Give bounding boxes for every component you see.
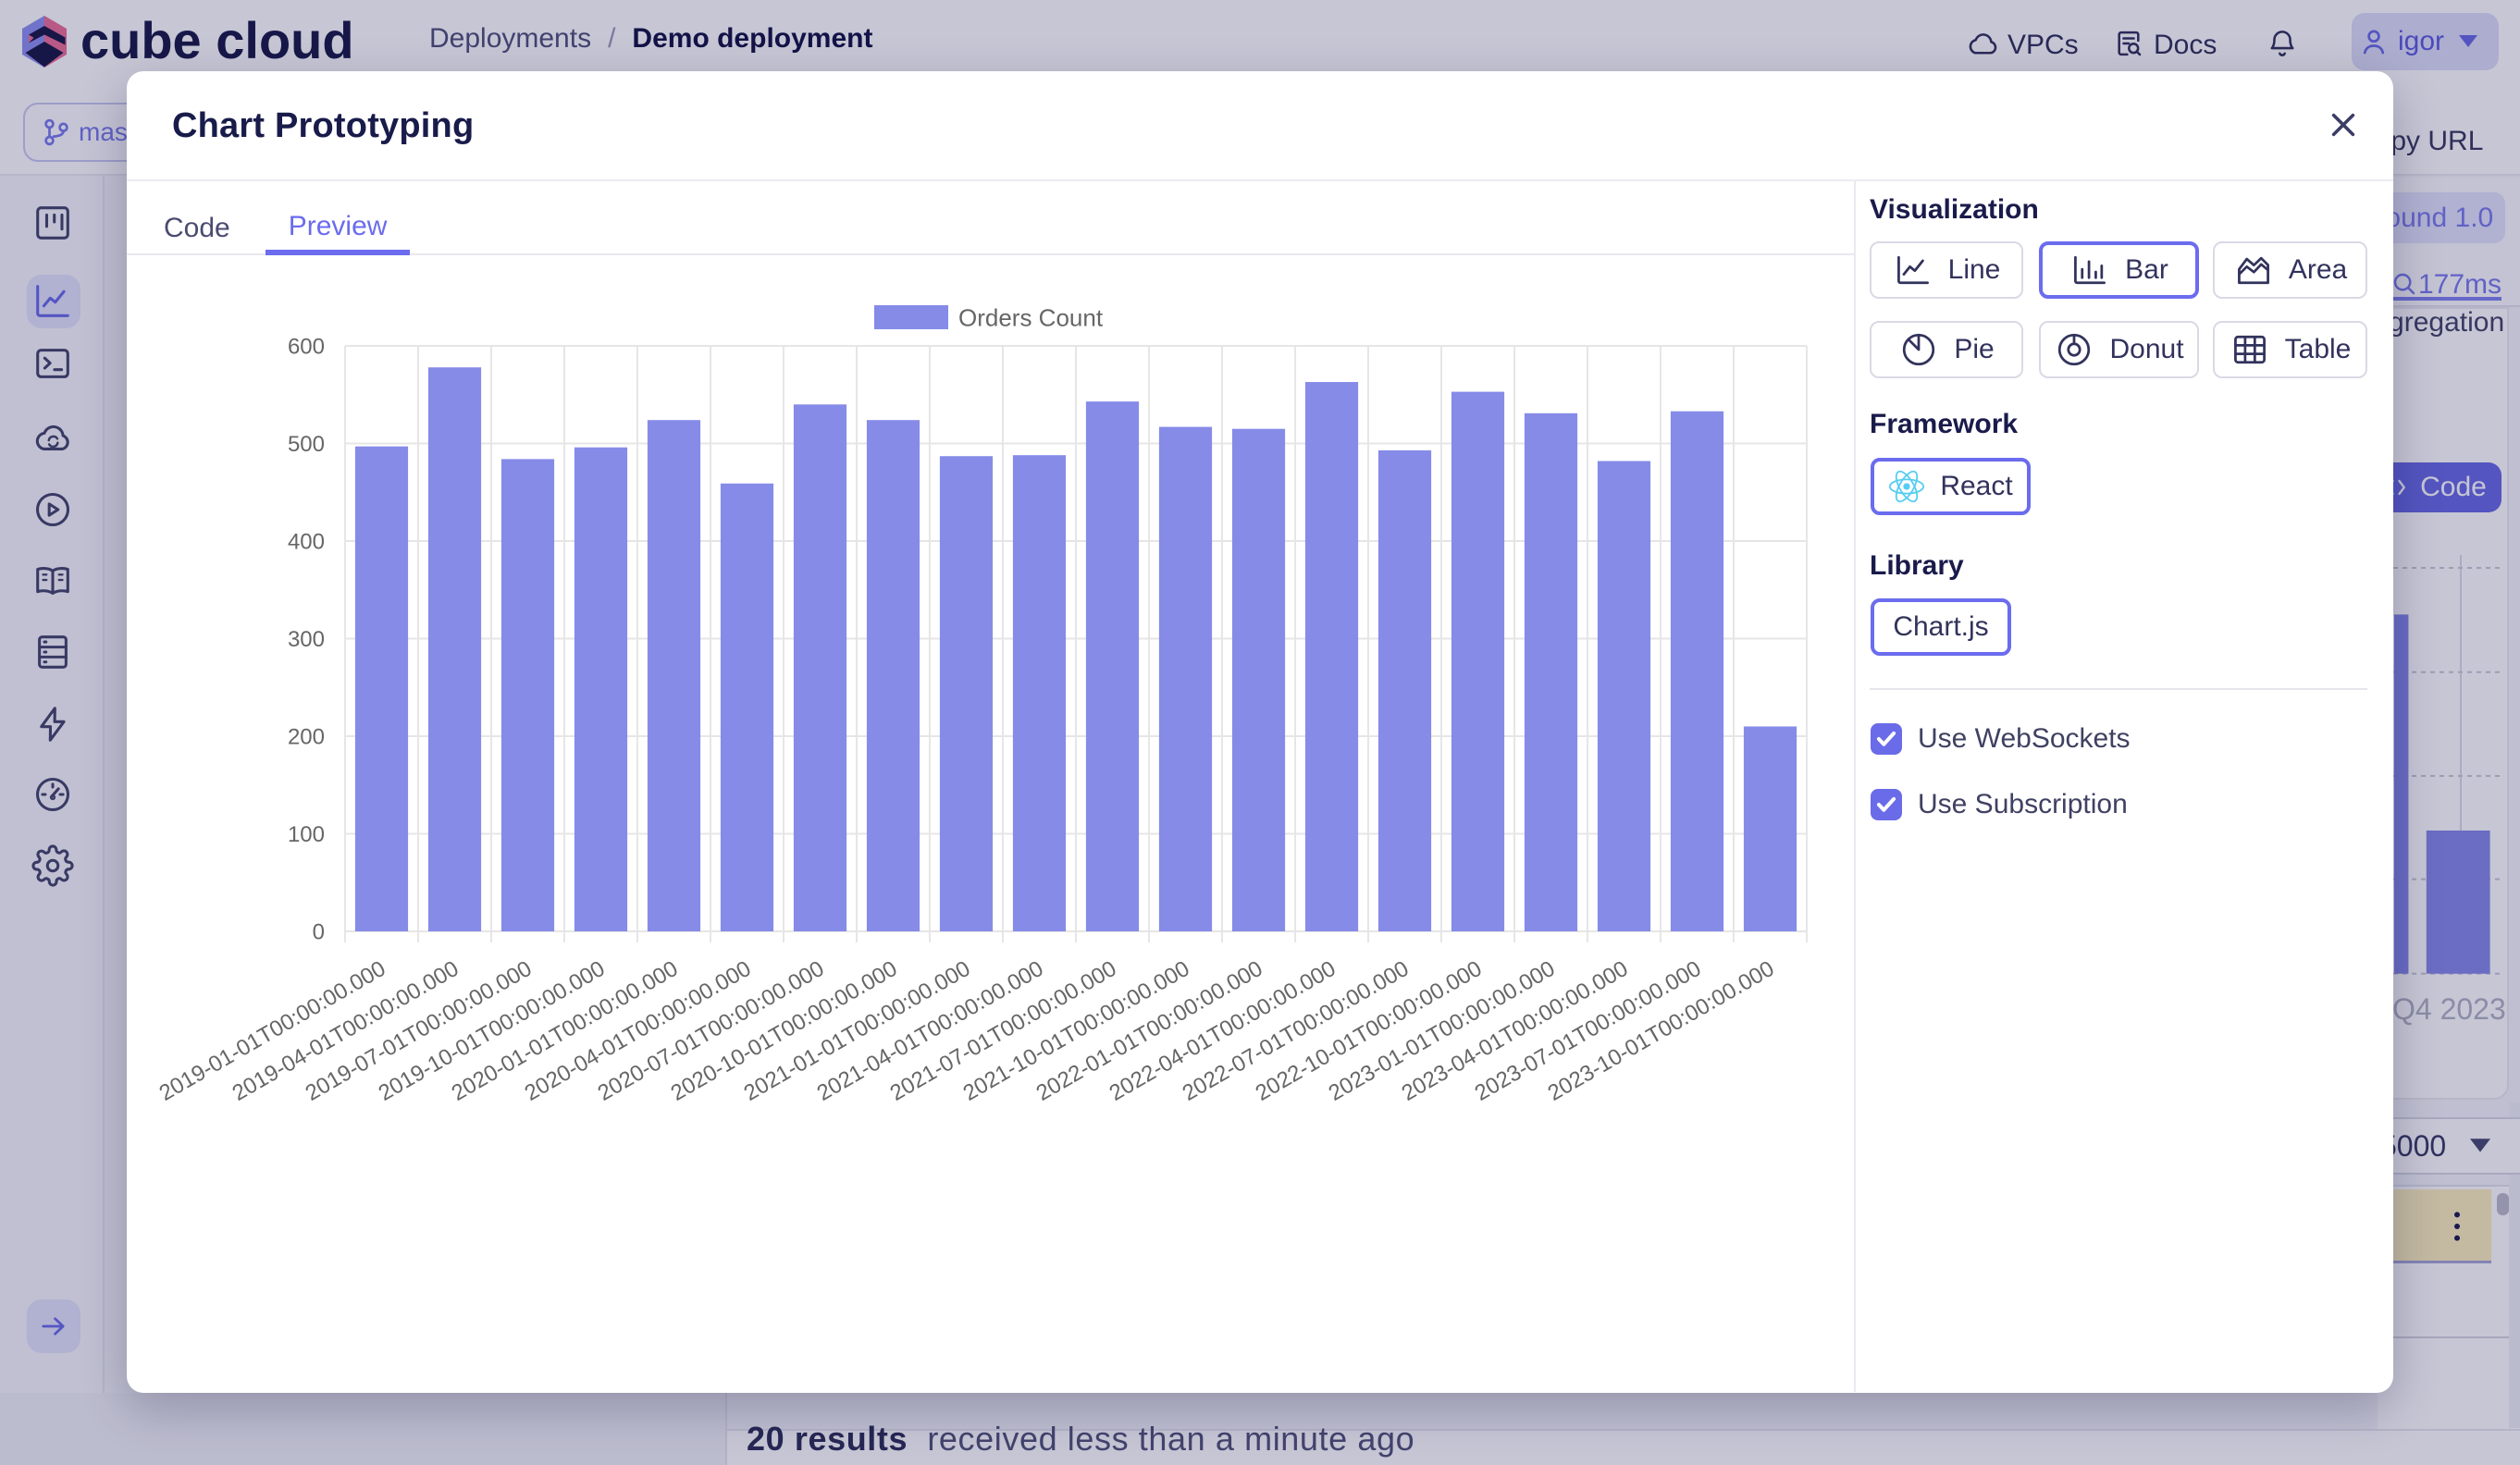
svg-text:300: 300 bbox=[288, 627, 325, 652]
svg-text:Orders Count: Orders Count bbox=[958, 303, 1104, 331]
svg-text:600: 600 bbox=[288, 334, 325, 359]
svg-text:200: 200 bbox=[288, 724, 325, 749]
svg-text:500: 500 bbox=[288, 432, 325, 457]
svg-text:0: 0 bbox=[313, 919, 325, 944]
svg-text:400: 400 bbox=[288, 529, 325, 554]
svg-text:100: 100 bbox=[288, 822, 325, 847]
